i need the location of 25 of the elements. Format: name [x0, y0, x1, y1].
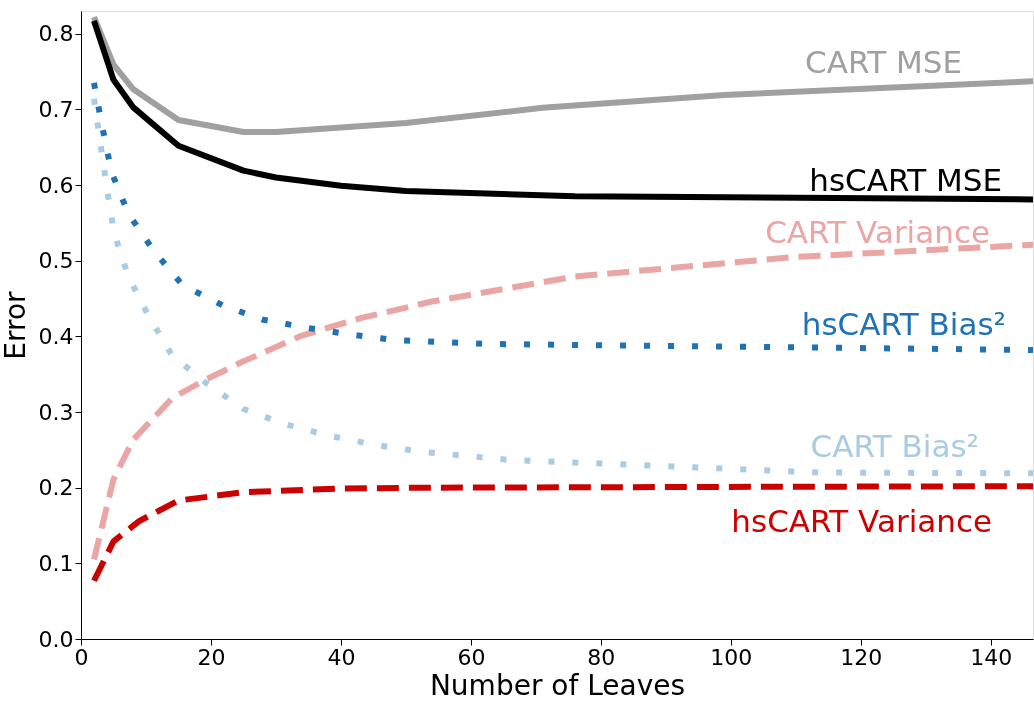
- series-label: CART MSE: [805, 44, 962, 81]
- y-tick-label: 0.3: [38, 399, 74, 425]
- series-label: hsCART MSE: [809, 162, 1002, 199]
- x-tick-label: 120: [840, 644, 883, 670]
- y-tick-label: 0.1: [38, 550, 74, 576]
- x-tick-label: 20: [197, 644, 226, 670]
- y-axis-title: Error: [0, 290, 32, 360]
- y-tick-label: 0.7: [38, 96, 74, 122]
- y-tick-label: 0.4: [38, 323, 74, 349]
- x-tick-label: 100: [710, 644, 753, 670]
- series-label: hsCART Bias²: [801, 305, 1006, 342]
- x-tick-label: 0: [74, 644, 89, 670]
- y-tick-label: 0.0: [38, 626, 74, 652]
- y-tick-label: 0.8: [38, 21, 74, 47]
- series-label: CART Variance: [765, 213, 990, 250]
- y-tick-label: 0.2: [38, 475, 74, 501]
- x-axis-title: Number of Leaves: [429, 668, 686, 702]
- y-tick-label: 0.5: [38, 248, 74, 274]
- x-tick-label: 40: [327, 644, 356, 670]
- series-label: hsCART Variance: [731, 503, 992, 540]
- series-label: CART Bias²: [810, 428, 979, 465]
- y-tick-label: 0.6: [38, 172, 74, 198]
- x-tick-label: 140: [970, 644, 1013, 670]
- x-tick-label: 80: [587, 644, 616, 670]
- x-tick-label: 60: [457, 644, 486, 670]
